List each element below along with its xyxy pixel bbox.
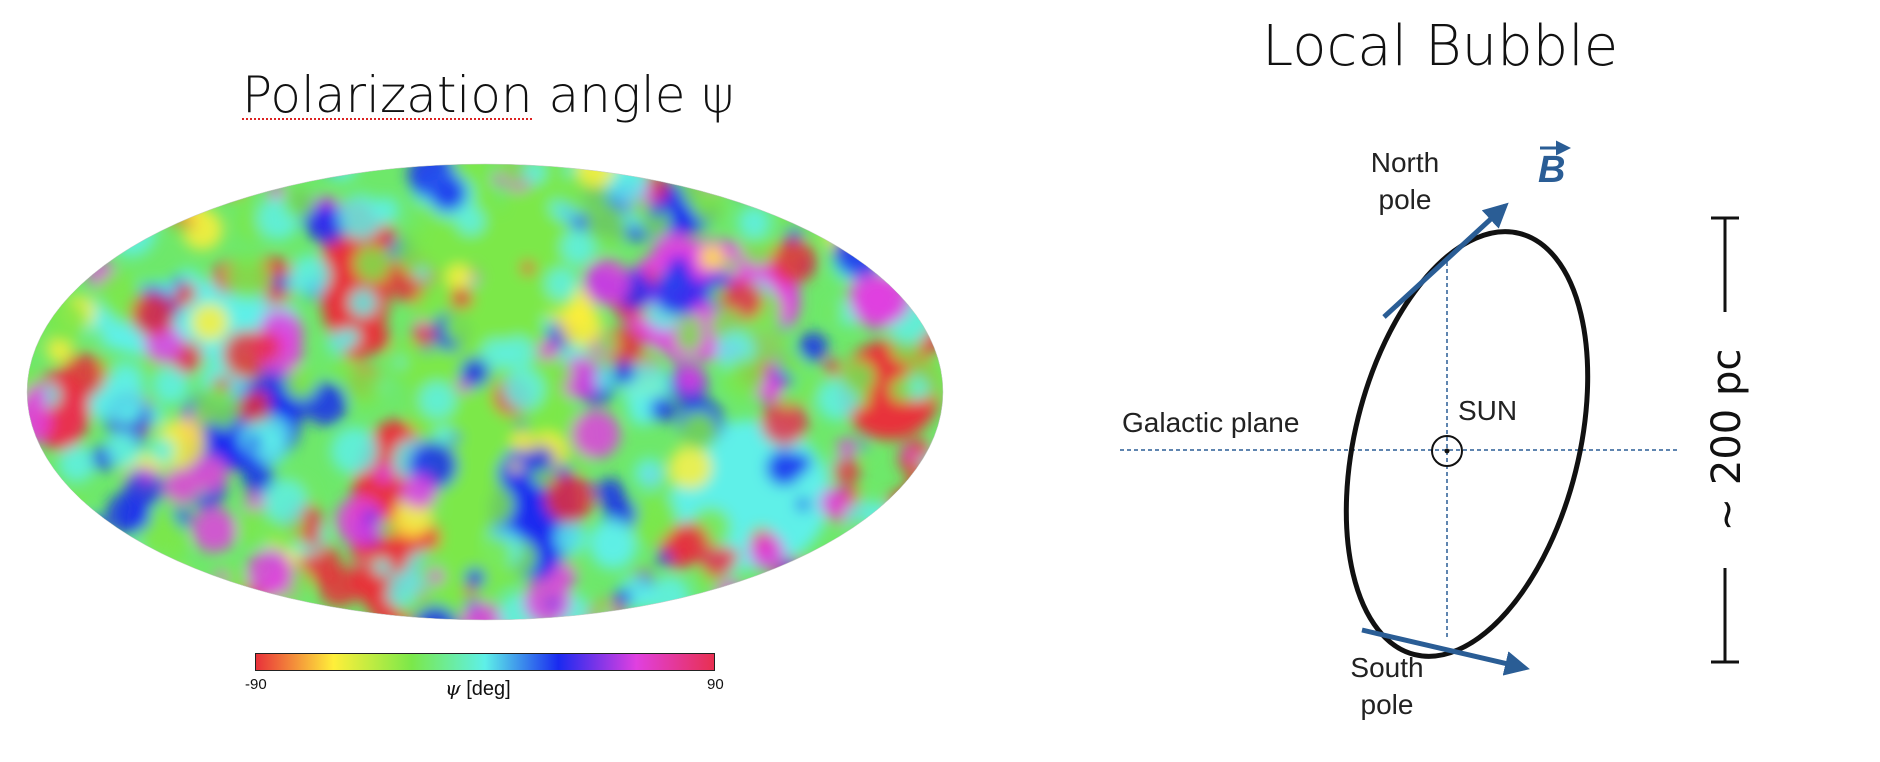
mollweide-sky-map <box>26 163 944 621</box>
colorbar <box>255 653 715 671</box>
bubble-ellipse <box>1343 229 1591 659</box>
galactic-plane-label: Galactic plane <box>1122 407 1299 438</box>
sun-dot <box>1444 448 1450 454</box>
b-field-label: B <box>1538 149 1565 191</box>
psi-symbol: ψ <box>445 676 461 700</box>
north-pole-label-line2: pole <box>1379 184 1432 215</box>
title-word: Polarization <box>242 66 533 124</box>
south-pole-label-line1: South <box>1350 652 1423 683</box>
local-bubble-diagram: B North pole South pole Galactic plane S… <box>1120 140 1750 720</box>
colorbar-min-label: -90 <box>245 676 267 693</box>
north-field-arrow <box>1382 202 1509 319</box>
title-rest: angle ψ <box>532 66 735 124</box>
colorbar-max-label: 90 <box>707 676 724 693</box>
sun-symbol <box>1431 435 1463 467</box>
colorbar-label: ψ [deg] <box>445 676 511 701</box>
scale-label: ~ 200 pc <box>1704 349 1750 532</box>
south-pole-label-line2: pole <box>1361 689 1414 720</box>
sun-label: SUN <box>1458 395 1517 426</box>
south-field-arrow <box>1361 627 1530 676</box>
polarization-title: Polarization angle ψ <box>242 66 734 124</box>
colorbar-unit: [deg] <box>460 678 511 700</box>
north-pole-label-line1: North <box>1371 147 1439 178</box>
local-bubble-title: Local Bubble <box>1262 14 1619 79</box>
